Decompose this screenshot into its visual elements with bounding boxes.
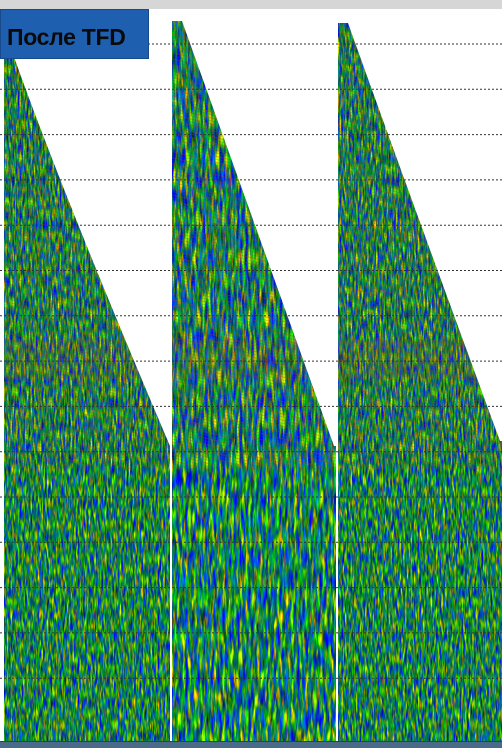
strong-reflection-band-2	[172, 339, 336, 379]
reflection-events-1	[4, 57, 170, 469]
title-badge: После TFD	[0, 9, 149, 59]
top-border	[0, 0, 502, 9]
gather-panel-3	[338, 23, 502, 741]
gather-panel-1	[4, 57, 170, 741]
reflection-events-2	[172, 21, 336, 469]
figure-title: После TFD	[7, 24, 126, 50]
strong-reflection-band-3	[338, 339, 502, 379]
strong-reflection-band-1	[4, 339, 170, 379]
gather-panel-2	[172, 21, 336, 741]
bottom-border	[0, 741, 502, 748]
seismic-gathers	[0, 21, 502, 741]
reflection-events-3	[338, 23, 502, 469]
